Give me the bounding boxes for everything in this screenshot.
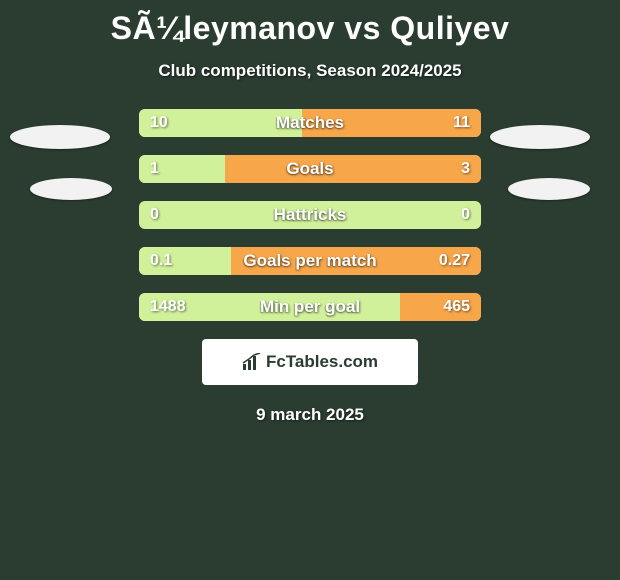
stat-row: Goals per match0.10.27 — [0, 247, 620, 275]
brand-footer: FcTables.com — [202, 339, 418, 385]
footer-date: 9 march 2025 — [0, 405, 620, 425]
bars-icon — [242, 353, 262, 371]
stat-bar-right — [225, 155, 482, 183]
stat-bar-left — [139, 155, 225, 183]
stat-row: Hattricks00 — [0, 201, 620, 229]
stat-bar-left — [139, 109, 302, 137]
page-subtitle: Club competitions, Season 2024/2025 — [0, 61, 620, 81]
brand-name: FcTables.com — [266, 352, 378, 372]
player-right-ellipse-2 — [508, 178, 590, 200]
stat-bar-track — [139, 201, 481, 229]
stat-bar-right — [400, 293, 481, 321]
stat-bar-left — [139, 293, 400, 321]
stat-bar-track — [139, 247, 481, 275]
stat-row: Min per goal1488465 — [0, 293, 620, 321]
stat-bar-right — [302, 109, 481, 137]
player-left-ellipse-1 — [10, 125, 110, 149]
page-title: SÃ¼leymanov vs Quliyev — [0, 0, 620, 47]
stat-bar-left — [139, 247, 231, 275]
player-left-ellipse-2 — [30, 178, 112, 200]
player-right-ellipse-1 — [490, 125, 590, 149]
stat-bar-track — [139, 293, 481, 321]
stat-bar-track — [139, 155, 481, 183]
stat-bar-right — [231, 247, 481, 275]
stat-bar-track — [139, 109, 481, 137]
